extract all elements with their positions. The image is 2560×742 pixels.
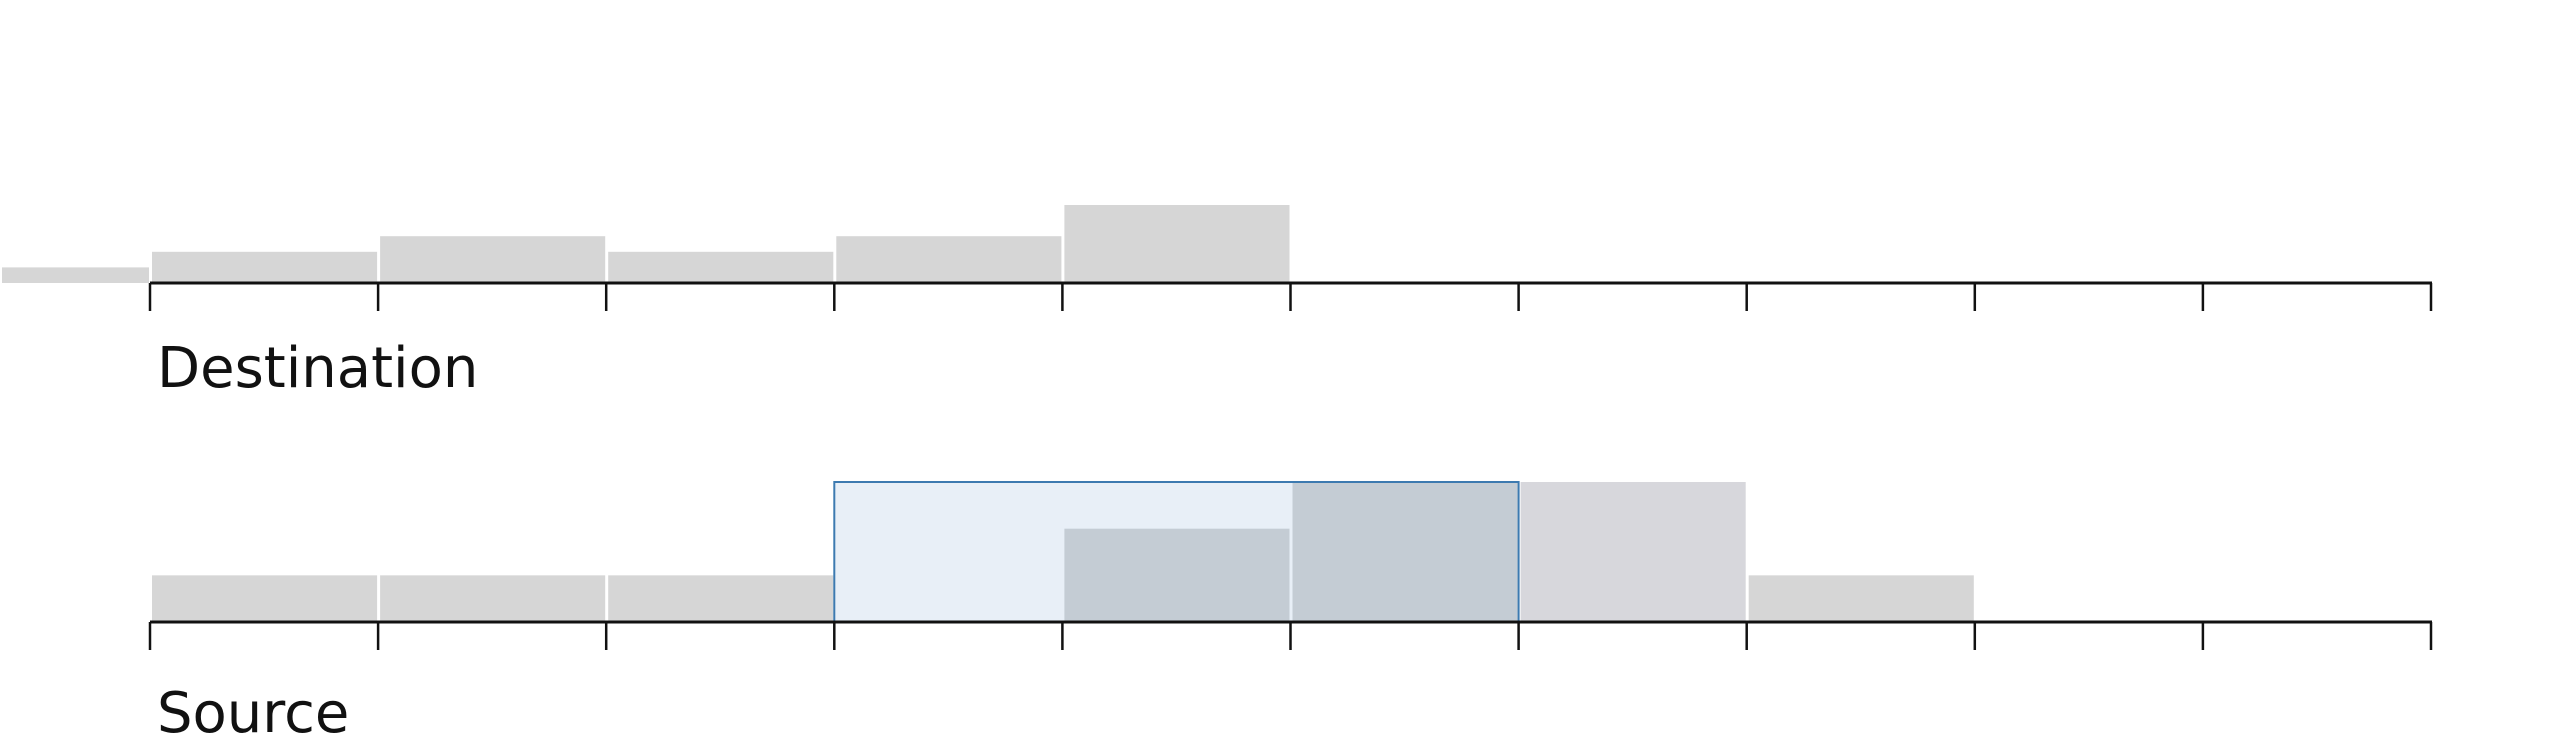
bar xyxy=(152,575,378,622)
bar xyxy=(380,575,606,622)
bar xyxy=(1520,482,1746,622)
bar xyxy=(2,267,149,283)
histogram xyxy=(148,481,2433,650)
bar xyxy=(380,236,606,283)
chart-label: Destination xyxy=(157,336,478,401)
bar xyxy=(1064,528,1290,622)
bar xyxy=(608,575,834,622)
histogram xyxy=(2,205,2433,311)
chart-label: Source xyxy=(157,681,349,742)
bar xyxy=(608,251,834,283)
bar xyxy=(1292,482,1518,622)
bar xyxy=(836,236,1062,283)
bar xyxy=(1748,575,1974,622)
bar xyxy=(1064,205,1290,283)
bar xyxy=(152,251,378,283)
